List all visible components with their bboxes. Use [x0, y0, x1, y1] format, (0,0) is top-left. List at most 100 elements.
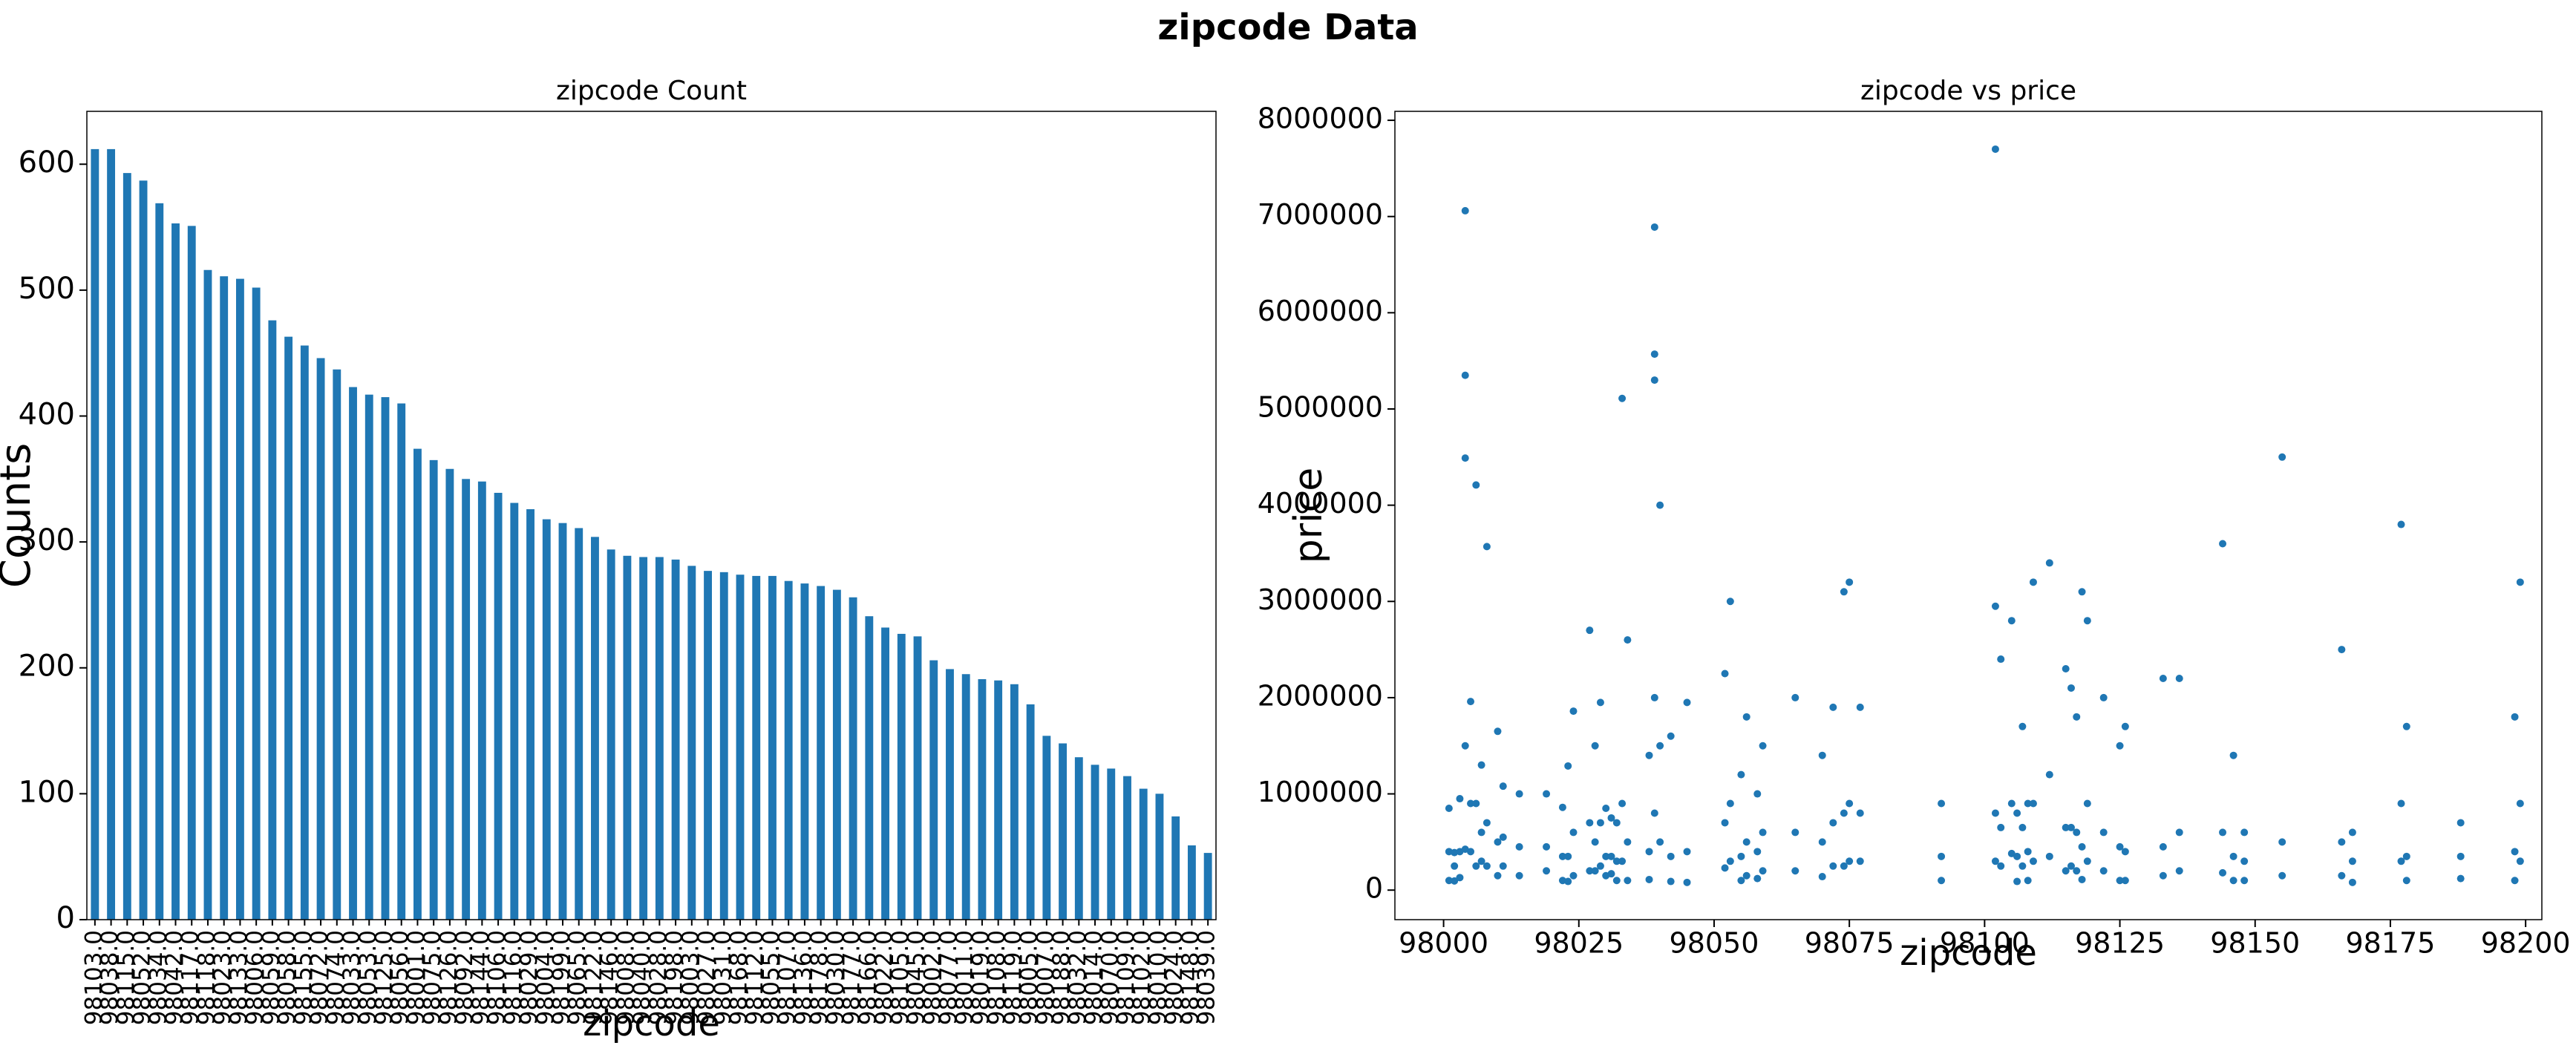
point [2511, 848, 2519, 856]
x-tick-label: 98136.0 [790, 930, 817, 1025]
point [1656, 501, 1664, 509]
x-tick-label: 98075 [1805, 927, 1895, 960]
point [2116, 742, 2124, 750]
point [1791, 867, 1799, 875]
bar [655, 557, 664, 920]
y-tick-label: 0 [56, 901, 75, 935]
point [1991, 145, 1999, 153]
point [1618, 799, 1627, 808]
point [1829, 703, 1837, 711]
axes-frame [86, 111, 1217, 920]
point [1997, 862, 2005, 870]
bar [1026, 704, 1035, 920]
bar [397, 403, 406, 920]
bar [946, 669, 954, 920]
point [1759, 828, 1767, 837]
bar [558, 523, 567, 920]
point [1602, 805, 1610, 813]
bar [961, 674, 970, 920]
point [2159, 674, 2167, 682]
x-tick-label: 98029.0 [516, 930, 543, 1025]
bar [1155, 793, 1164, 920]
point [1753, 874, 1762, 883]
point [2062, 823, 2070, 831]
x-tick-label: 98024.0 [1161, 930, 1188, 1025]
point [2397, 857, 2405, 865]
x-tick-label: 98092.0 [451, 930, 478, 1025]
x-tick-label: 98055.0 [758, 930, 785, 1025]
point [1742, 713, 1750, 721]
bar [333, 369, 341, 920]
x-tick-label: 98025 [1534, 927, 1624, 960]
bar [284, 336, 293, 920]
point [1991, 857, 1999, 865]
bar [704, 571, 712, 920]
point [1818, 751, 1826, 759]
point [2240, 877, 2249, 885]
point [1482, 862, 1491, 870]
point [2159, 871, 2167, 880]
bar [736, 575, 745, 920]
x-tick-label: 98200 [2481, 927, 2571, 960]
x-tick-label: 98155.0 [290, 930, 317, 1025]
x-tick-label: 98000 [1399, 927, 1488, 960]
point [2516, 578, 2524, 586]
y-tick-label: 4000000 [1258, 487, 1383, 520]
point [1607, 814, 1615, 822]
point [2175, 674, 2183, 682]
x-tick-label: 98050 [1670, 927, 1759, 960]
x-tick-label: 98023.0 [209, 930, 236, 1025]
point [1645, 751, 1653, 759]
bar [1074, 757, 1083, 920]
point [1656, 742, 1664, 750]
point [1477, 761, 1485, 769]
point [2219, 828, 2227, 837]
bar [817, 586, 826, 920]
bar [316, 358, 325, 920]
bar [235, 278, 244, 920]
bar [381, 397, 390, 920]
point [1569, 828, 1578, 837]
point [2159, 842, 2167, 851]
point [2099, 693, 2108, 701]
point [1737, 877, 1745, 885]
point [2175, 867, 2183, 875]
bar [462, 479, 471, 920]
point [1997, 655, 2005, 664]
point [2456, 874, 2465, 883]
point [2013, 809, 2021, 817]
point [1650, 350, 1658, 359]
point [1607, 870, 1615, 878]
point [1846, 578, 1854, 586]
y-tick-label: 5000000 [1258, 390, 1383, 423]
point [2067, 823, 2075, 831]
point [2116, 842, 2124, 851]
bar [978, 679, 987, 920]
point [1515, 871, 1523, 880]
bar [994, 680, 1003, 920]
bar [1171, 816, 1180, 920]
bar [187, 226, 196, 920]
point [1726, 857, 1734, 865]
point [2338, 646, 2346, 654]
point [2278, 453, 2286, 461]
x-tick-label: 98108.0 [984, 930, 1010, 1025]
point [1667, 732, 1675, 740]
point [1726, 799, 1734, 808]
bar [1042, 736, 1051, 920]
bar [1107, 768, 1116, 920]
bar [591, 537, 599, 920]
bar [800, 583, 809, 920]
bar [881, 627, 889, 920]
point [1461, 371, 1469, 379]
bar [510, 503, 519, 920]
point [1618, 857, 1627, 865]
y-tick-label: 1000000 [1258, 776, 1383, 808]
x-tick-label: 98112.0 [742, 930, 768, 1025]
point [2402, 852, 2410, 860]
point [1856, 857, 1864, 865]
point [1612, 857, 1621, 865]
x-tick-label: 98117.0 [177, 930, 204, 1025]
